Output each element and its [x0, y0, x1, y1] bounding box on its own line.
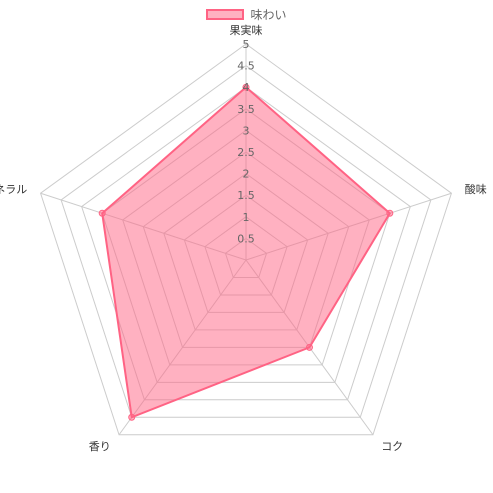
grid-ring-9	[60, 64, 432, 418]
data-layer	[98, 83, 394, 421]
tick-label: 3	[243, 124, 250, 137]
series-area	[101, 85, 392, 419]
tick-label: 1	[243, 211, 250, 224]
legend-label: 味わい	[250, 8, 287, 22]
grid-ring-8	[81, 86, 411, 401]
tick-label: 1.5	[237, 189, 255, 202]
chart-legend[interactable]: 味わい	[0, 6, 493, 23]
axis-label: 香り	[89, 440, 111, 453]
data-point-1[interactable]	[242, 83, 250, 91]
axis-label: ミネラル	[0, 183, 27, 196]
tick-label: 2	[243, 168, 250, 181]
data-point-3[interactable]	[305, 343, 313, 351]
data-point-4[interactable]	[128, 413, 136, 421]
axis-label: 果実味	[230, 23, 263, 37]
data-point-5[interactable]	[98, 209, 106, 217]
data-point-2[interactable]	[386, 209, 394, 217]
tick-label: 5	[243, 38, 250, 51]
tick-label: 4.5	[237, 60, 255, 73]
tick-label: 3.5	[237, 103, 255, 116]
tick-label: 0.5	[237, 232, 255, 245]
legend-swatch	[206, 9, 245, 20]
axis-label: 酸味	[465, 182, 487, 196]
tick-label: 2.5	[237, 146, 255, 159]
grid-ring-10	[39, 43, 453, 436]
axis-label: コク	[381, 440, 403, 453]
tick-label: 4	[243, 81, 250, 94]
tick-labels: 0.5 1 1.5 2 2.5 3 3.5 4 4.5 5	[237, 38, 255, 245]
